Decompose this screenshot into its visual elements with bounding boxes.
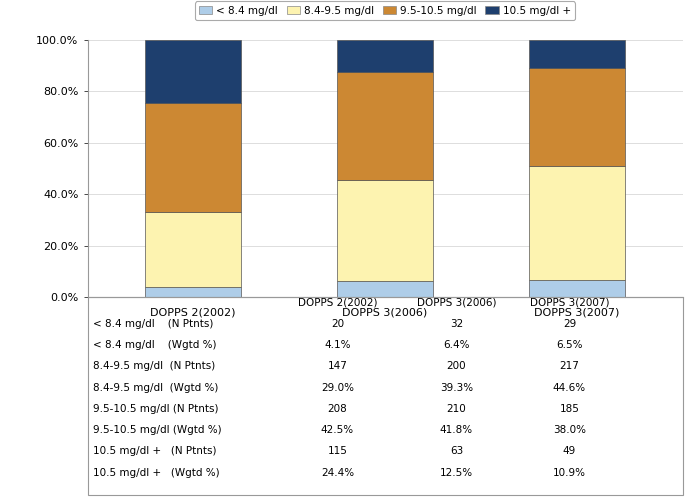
Text: 6.4%: 6.4% <box>443 340 470 350</box>
Text: 9.5-10.5 mg/dl (Wgtd %): 9.5-10.5 mg/dl (Wgtd %) <box>94 425 222 435</box>
Bar <box>529 166 625 280</box>
Bar <box>529 68 625 166</box>
Text: 115: 115 <box>328 446 347 456</box>
Text: DOPPS 3(2006): DOPPS 3(2006) <box>416 298 496 308</box>
Text: 217: 217 <box>559 362 580 372</box>
Text: 200: 200 <box>447 362 466 372</box>
Text: 147: 147 <box>328 362 347 372</box>
Text: DOPPS 2(2002): DOPPS 2(2002) <box>298 298 377 308</box>
Text: 24.4%: 24.4% <box>321 468 354 477</box>
Text: 29.0%: 29.0% <box>321 382 354 392</box>
Text: 29: 29 <box>563 319 576 329</box>
Text: 210: 210 <box>447 404 466 414</box>
Bar <box>529 40 625 68</box>
Text: 10.5 mg/dl +   (N Ptnts): 10.5 mg/dl + (N Ptnts) <box>94 446 217 456</box>
Text: 8.4-9.5 mg/dl  (Wgtd %): 8.4-9.5 mg/dl (Wgtd %) <box>94 382 219 392</box>
Text: 44.6%: 44.6% <box>553 382 586 392</box>
Text: < 8.4 mg/dl    (Wgtd %): < 8.4 mg/dl (Wgtd %) <box>94 340 217 350</box>
Text: 41.8%: 41.8% <box>440 425 473 435</box>
Text: 10.5 mg/dl +   (Wgtd %): 10.5 mg/dl + (Wgtd %) <box>94 468 220 477</box>
Bar <box>529 280 625 297</box>
Text: 63: 63 <box>450 446 463 456</box>
Bar <box>337 40 433 72</box>
Text: 4.1%: 4.1% <box>324 340 351 350</box>
Text: 208: 208 <box>328 404 347 414</box>
Bar <box>145 286 241 297</box>
Text: 8.4-9.5 mg/dl  (N Ptnts): 8.4-9.5 mg/dl (N Ptnts) <box>94 362 216 372</box>
Text: 6.5%: 6.5% <box>556 340 582 350</box>
Text: 49: 49 <box>563 446 576 456</box>
Bar <box>145 212 241 286</box>
Text: 38.0%: 38.0% <box>553 425 586 435</box>
Bar <box>145 103 241 212</box>
Text: 39.3%: 39.3% <box>440 382 473 392</box>
Legend: < 8.4 mg/dl, 8.4-9.5 mg/dl, 9.5-10.5 mg/dl, 10.5 mg/dl +: < 8.4 mg/dl, 8.4-9.5 mg/dl, 9.5-10.5 mg/… <box>195 2 575 20</box>
Text: DOPPS 3(2007): DOPPS 3(2007) <box>530 298 609 308</box>
Text: 20: 20 <box>331 319 344 329</box>
Text: 42.5%: 42.5% <box>321 425 354 435</box>
Text: < 8.4 mg/dl    (N Ptnts): < 8.4 mg/dl (N Ptnts) <box>94 319 214 329</box>
Bar <box>145 40 241 103</box>
Text: 9.5-10.5 mg/dl (N Ptnts): 9.5-10.5 mg/dl (N Ptnts) <box>94 404 219 414</box>
Bar <box>337 72 433 180</box>
Text: 32: 32 <box>450 319 463 329</box>
Text: 185: 185 <box>559 404 580 414</box>
Text: 10.9%: 10.9% <box>553 468 586 477</box>
Bar <box>337 280 433 297</box>
Text: 12.5%: 12.5% <box>440 468 473 477</box>
Bar <box>337 180 433 280</box>
